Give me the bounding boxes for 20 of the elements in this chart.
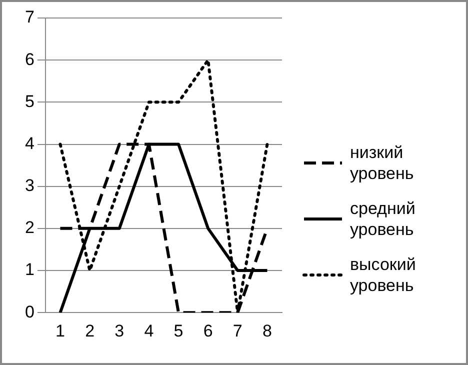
line-series bbox=[58, 58, 269, 313]
y-tick-label: 4 bbox=[24, 134, 34, 153]
x-tick-label: 3 bbox=[114, 321, 124, 340]
legend-label: высокий уровень bbox=[350, 254, 417, 296]
y-tick-label: 2 bbox=[24, 218, 34, 238]
legend-label: низкий уровень bbox=[350, 142, 415, 184]
y-tick-label: 5 bbox=[24, 92, 34, 111]
x-tick-label: 4 bbox=[144, 321, 154, 340]
y-tick-label: 6 bbox=[24, 50, 34, 69]
legend-label: средний уровень bbox=[350, 198, 416, 240]
x-tick-label: 2 bbox=[85, 321, 95, 340]
y-tick-label: 1 bbox=[24, 260, 34, 280]
x-tick-label: 5 bbox=[174, 321, 184, 340]
y-tick-label: 0 bbox=[24, 302, 34, 322]
y-tick-label: 3 bbox=[24, 176, 34, 196]
y-tick-label: 7 bbox=[24, 8, 34, 27]
x-tick-label: 8 bbox=[262, 321, 272, 340]
x-tick-label: 1 bbox=[56, 321, 65, 340]
x-tick-label: 7 bbox=[232, 321, 242, 340]
x-tick-label: 6 bbox=[203, 321, 213, 340]
